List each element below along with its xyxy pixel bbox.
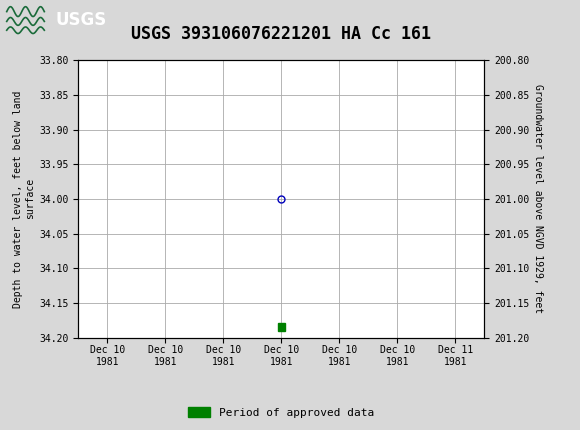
- Text: USGS: USGS: [55, 11, 106, 29]
- Y-axis label: Groundwater level above NGVD 1929, feet: Groundwater level above NGVD 1929, feet: [534, 84, 543, 313]
- Y-axis label: Depth to water level, feet below land
surface: Depth to water level, feet below land su…: [13, 90, 35, 307]
- Text: USGS 393106076221201 HA Cc 161: USGS 393106076221201 HA Cc 161: [131, 25, 432, 43]
- Bar: [278, 323, 285, 331]
- Legend: Period of approved data: Period of approved data: [184, 403, 379, 422]
